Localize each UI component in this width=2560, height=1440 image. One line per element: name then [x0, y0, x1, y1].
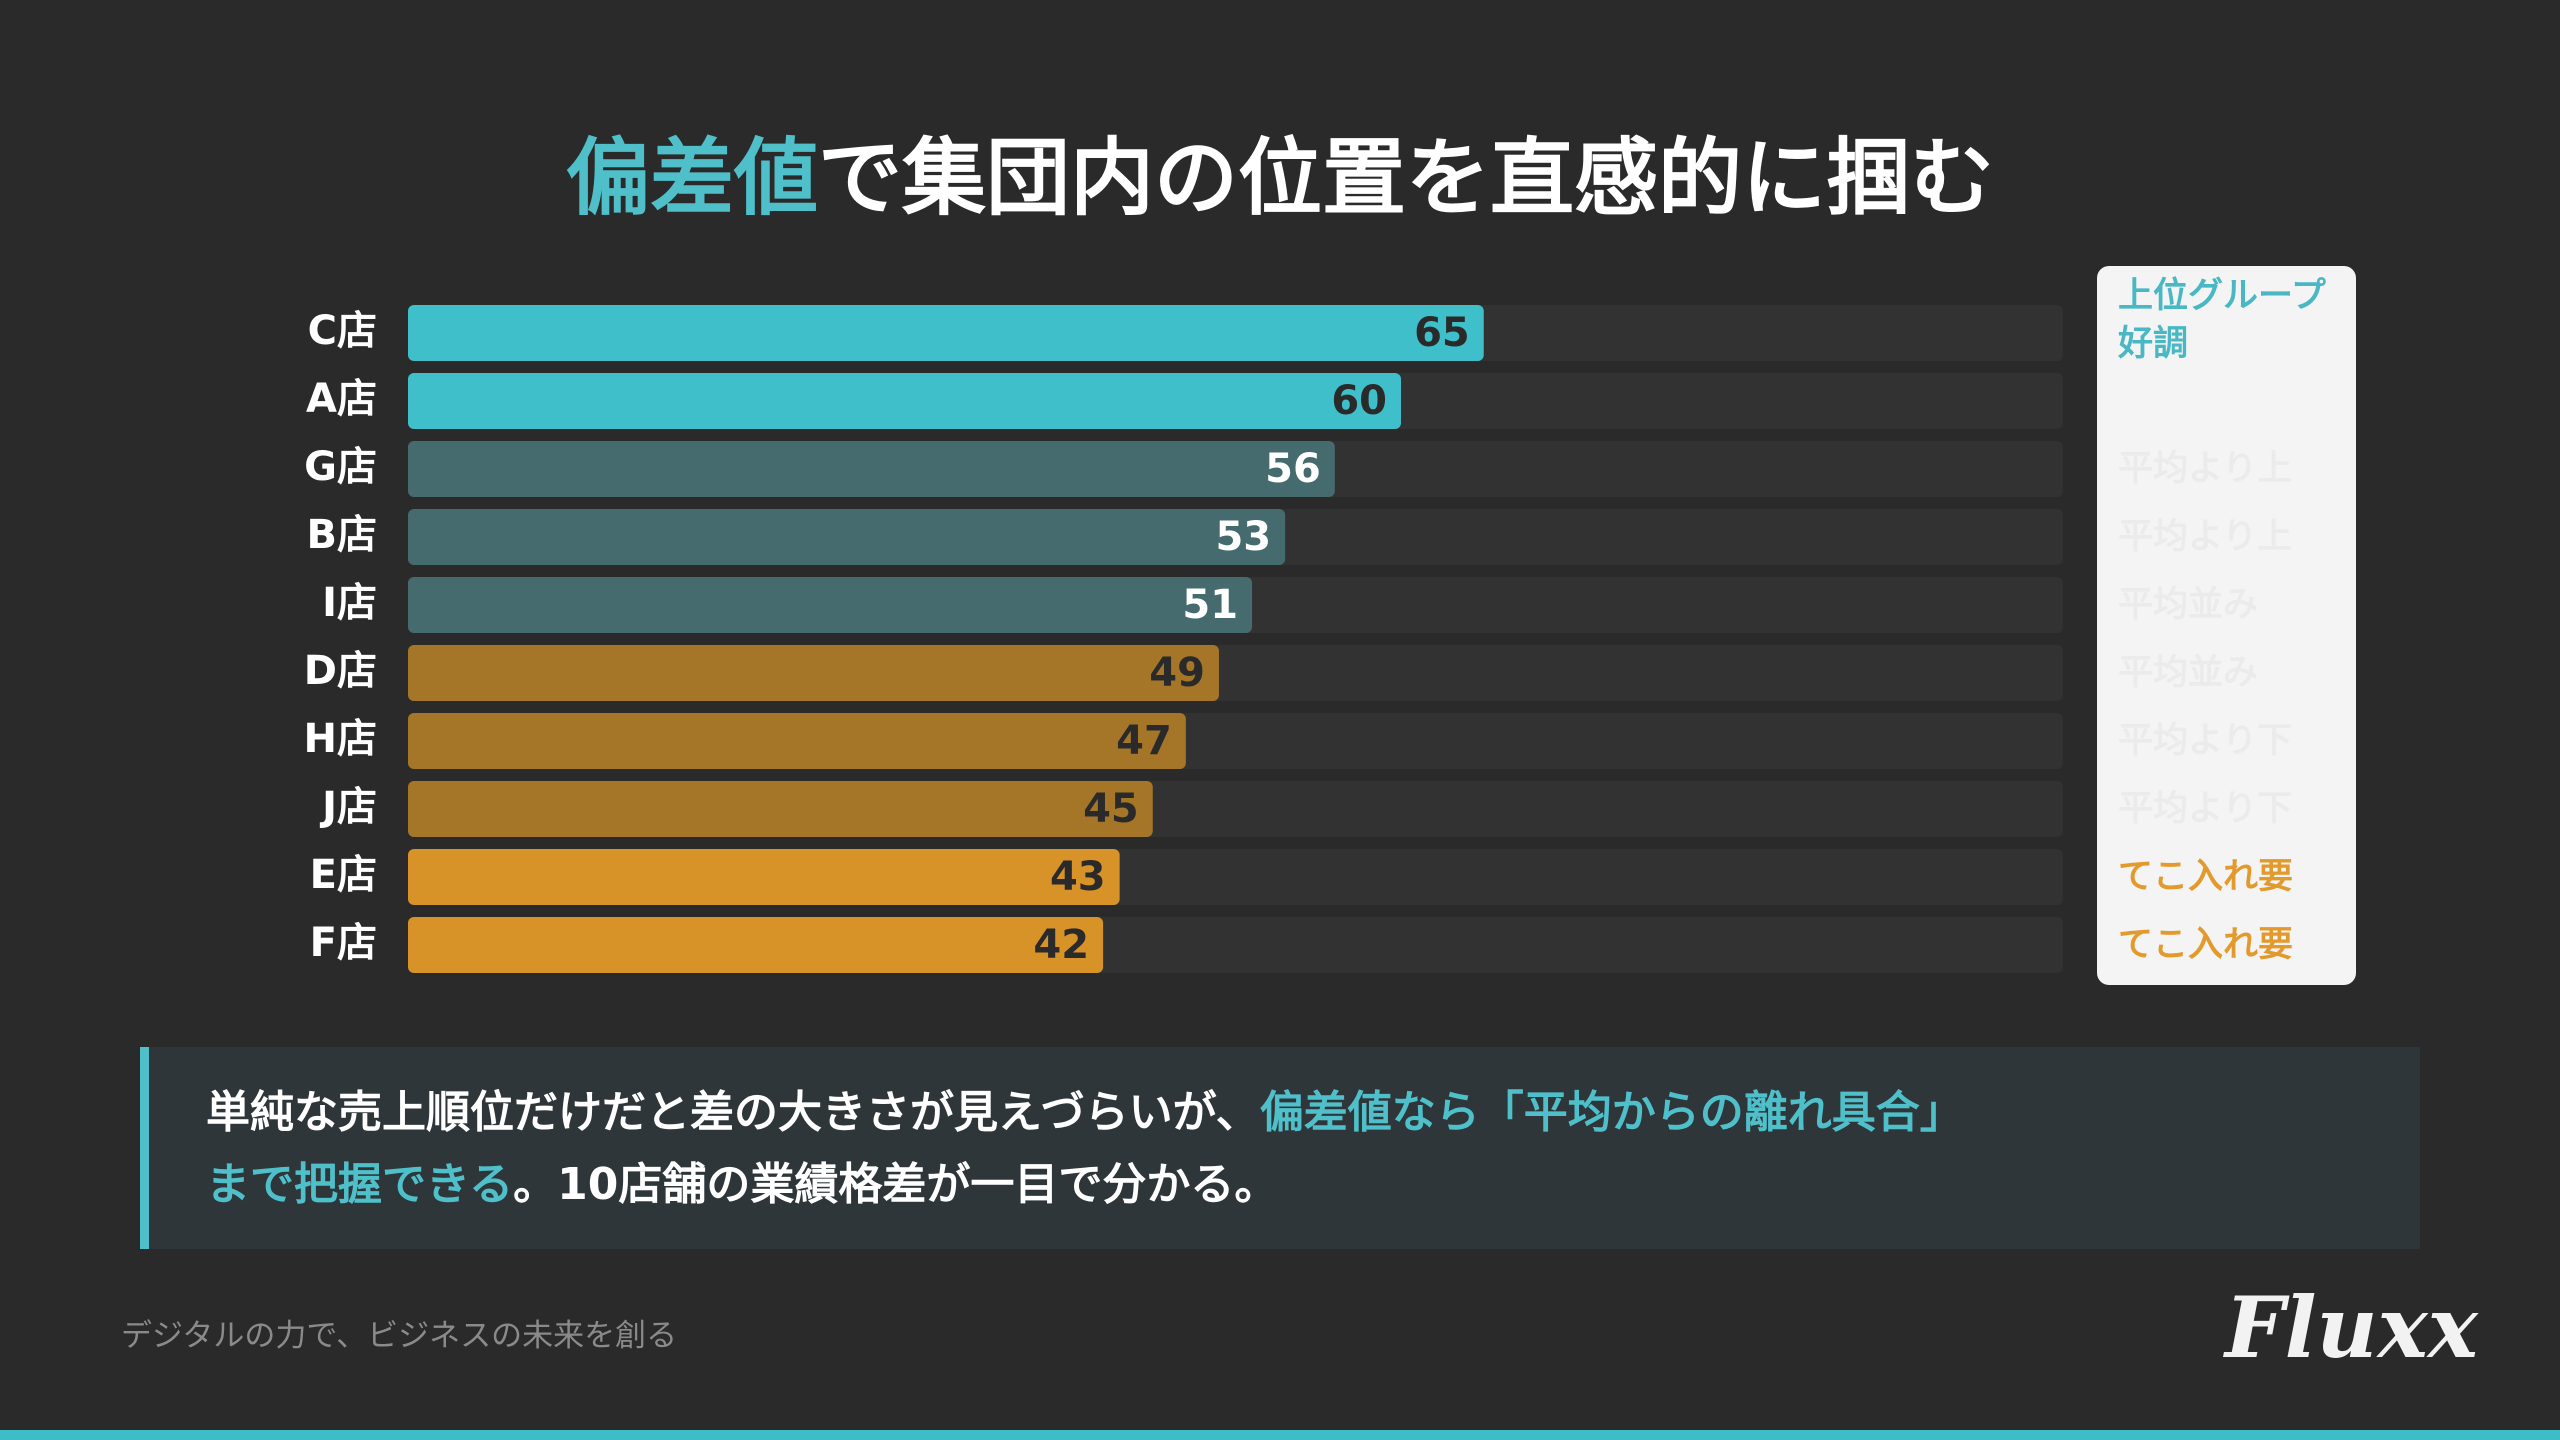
title: 偏差値で集団内の位置を直感的に掴む [0, 128, 2560, 228]
side-label: 平均並み [2118, 585, 2259, 625]
side-label: てこ入れ要 [2118, 857, 2294, 897]
bar [408, 713, 1186, 769]
category-label: E店 [310, 852, 377, 898]
side-label: 平均並み [2118, 653, 2259, 693]
value-label: 51 [1182, 582, 1238, 628]
bar [408, 441, 1335, 497]
value-label: 43 [1050, 854, 1106, 900]
side-label: 上位グループ好調 [2118, 276, 2326, 364]
value-label: 53 [1215, 514, 1271, 560]
category-label: J店 [319, 784, 377, 830]
category-label: H店 [304, 716, 377, 762]
side-panel [2097, 266, 2356, 985]
bar [408, 577, 1253, 633]
side-label: 平均より下 [2118, 721, 2293, 761]
bar [408, 305, 1484, 361]
bar [408, 373, 1401, 429]
category-label: G店 [304, 444, 377, 490]
value-label: 65 [1414, 310, 1470, 356]
side-label: てこ入れ要 [2118, 925, 2294, 965]
value-label: 56 [1265, 446, 1321, 492]
logo: Fluxx [2225, 1278, 2478, 1377]
bar [408, 645, 1219, 701]
value-label: 47 [1116, 718, 1172, 764]
side-label: 平均より上 [2118, 449, 2293, 489]
value-label: 49 [1149, 650, 1205, 696]
note-line: まで把握できる。10店舗の業績格差が一目で分かる。 [206, 1149, 2420, 1221]
bottom-stripe [0, 1430, 2560, 1440]
note-text: 偏差値なら「平均からの離れ具合」 [1259, 1087, 1964, 1138]
category-label: D店 [304, 648, 377, 694]
bar [408, 781, 1153, 837]
note-box: 単純な売上順位だけだと差の大きさが見えづらいが、偏差値なら「平均からの離れ具合」… [140, 1047, 2420, 1249]
category-label: A店 [306, 376, 377, 422]
category-label: B店 [307, 512, 378, 558]
category-label: F店 [310, 920, 377, 966]
note-text: 。10店舗の業績格差が一目で分かる。 [513, 1159, 1279, 1210]
side-label: 平均より下 [2118, 789, 2293, 829]
title-part: で集団内の位置を直感的に掴む [818, 129, 1995, 227]
value-label: 42 [1033, 922, 1089, 968]
title-part: 偏差値 [565, 129, 818, 227]
note-text: 単純な売上順位だけだと差の大きさが見えづらいが、 [206, 1087, 1260, 1138]
bar [408, 849, 1120, 905]
value-label: 60 [1331, 378, 1387, 424]
bar [408, 509, 1286, 565]
bar [408, 917, 1104, 973]
side-label: 平均より上 [2118, 517, 2293, 557]
footer: デジタルの力で、ビジネスの未来を創る [121, 1318, 678, 1354]
note-line: 単純な売上順位だけだと差の大きさが見えづらいが、偏差値なら「平均からの離れ具合」 [206, 1077, 2420, 1149]
value-label: 45 [1083, 786, 1139, 832]
note-text: まで把握できる [206, 1159, 514, 1210]
category-label: C店 [308, 308, 377, 354]
category-label: I店 [322, 580, 377, 626]
